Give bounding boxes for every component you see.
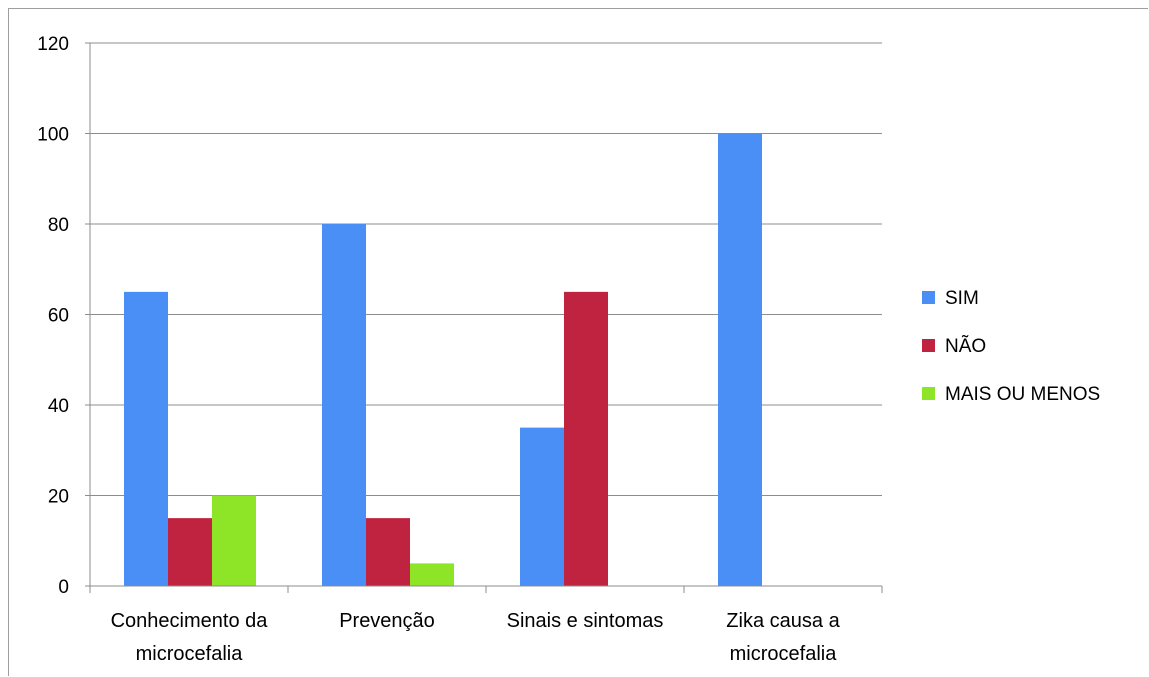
x-category-label: Prevenção bbox=[339, 610, 435, 632]
x-category-label: Sinais e sintomas bbox=[507, 610, 664, 632]
bar bbox=[520, 427, 564, 586]
x-category-label: Zika causa a microcefalia bbox=[726, 610, 840, 665]
bar bbox=[718, 133, 762, 586]
legend-swatch bbox=[922, 339, 935, 352]
y-tick-label: 60 bbox=[48, 306, 69, 327]
bar bbox=[410, 563, 454, 586]
y-tick-label: 40 bbox=[48, 396, 69, 417]
bar bbox=[124, 291, 168, 586]
y-tick-label: 0 bbox=[58, 577, 69, 598]
bar bbox=[322, 224, 366, 586]
axes bbox=[85, 42, 883, 593]
bars bbox=[124, 133, 762, 586]
bar bbox=[212, 495, 256, 586]
chart-frame bbox=[8, 8, 1148, 676]
legend-swatch bbox=[922, 387, 935, 400]
y-tick-label: 20 bbox=[48, 487, 69, 508]
legend-swatch bbox=[922, 291, 935, 304]
y-tick-label: 120 bbox=[37, 34, 69, 55]
legend-label: SIM bbox=[945, 288, 979, 309]
y-tick-label: 80 bbox=[48, 215, 69, 236]
legend-label: MAIS OU MENOS bbox=[945, 384, 1100, 405]
legend-label: NÃO bbox=[945, 335, 986, 357]
bar bbox=[564, 291, 608, 586]
legend: SIM NÃO MAIS OU MENOS bbox=[922, 288, 1100, 405]
bar bbox=[168, 518, 212, 586]
x-category-label: Conhecimento da microcefalia bbox=[111, 610, 269, 665]
y-tick-label: 100 bbox=[37, 125, 69, 146]
y-axis-ticks: 0 20 40 60 80 100 120 bbox=[37, 34, 69, 598]
x-axis-categories: Conhecimento da microcefalia Prevenção Sina… bbox=[111, 610, 841, 665]
bar bbox=[366, 518, 410, 586]
gridlines bbox=[90, 42, 882, 496]
